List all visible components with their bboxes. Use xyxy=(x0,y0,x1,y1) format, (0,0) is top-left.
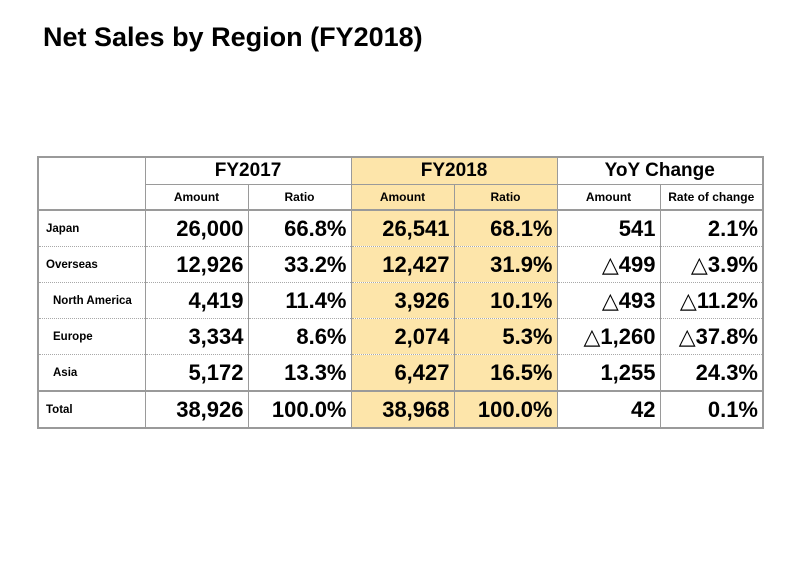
cell-fy2017-ratio: 66.8% xyxy=(247,210,352,247)
row-label: Total xyxy=(37,390,146,428)
cell-fy2018-ratio: 68.1% xyxy=(453,210,558,247)
cell-fy2017-ratio: 8.6% xyxy=(247,318,352,355)
cell-fy2017-ratio: 11.4% xyxy=(247,282,352,319)
table-row-north-america: North America 4,419 11.4% 3,926 10.1% △4… xyxy=(37,282,764,319)
cell-yoy-amount: △493 xyxy=(556,282,661,319)
col-header-fy2017-ratio: Ratio xyxy=(247,184,352,211)
cell-fy2017-amount: 3,334 xyxy=(144,318,249,355)
cell-yoy-rate: 24.3% xyxy=(659,354,764,391)
row-label: Japan xyxy=(37,210,146,247)
cell-fy2018-amount: 6,427 xyxy=(350,354,455,391)
cell-yoy-rate: 0.1% xyxy=(659,390,764,428)
group-header-yoy: YoY Change xyxy=(556,157,764,185)
row-label: Overseas xyxy=(37,246,146,283)
col-header-fy2017-amount: Amount xyxy=(144,184,249,211)
cell-fy2017-amount: 4,419 xyxy=(144,282,249,319)
cell-yoy-rate: 2.1% xyxy=(659,210,764,247)
table-row-europe: Europe 3,334 8.6% 2,074 5.3% △1,260 △37.… xyxy=(37,318,764,355)
col-header-yoy-rate: Rate of change xyxy=(659,184,764,211)
cell-fy2018-amount: 38,968 xyxy=(350,390,455,428)
cell-yoy-rate: △11.2% xyxy=(659,282,764,319)
cell-fy2018-amount: 12,427 xyxy=(350,246,455,283)
cell-fy2018-ratio: 10.1% xyxy=(453,282,558,319)
table-row-asia: Asia 5,172 13.3% 6,427 16.5% 1,255 24.3% xyxy=(37,354,764,391)
cell-yoy-rate: △3.9% xyxy=(659,246,764,283)
cell-fy2017-ratio: 13.3% xyxy=(247,354,352,391)
col-header-yoy-amount: Amount xyxy=(556,184,661,211)
col-header-fy2018-ratio: Ratio xyxy=(453,184,558,211)
header-row-columns: Amount Ratio Amount Ratio Amount Rate of… xyxy=(38,184,764,211)
row-label: Asia xyxy=(37,354,146,391)
cell-fy2018-amount: 26,541 xyxy=(350,210,455,247)
cell-fy2017-amount: 12,926 xyxy=(144,246,249,283)
cell-yoy-rate: △37.8% xyxy=(659,318,764,355)
sales-table: FY2017 FY2018 YoY Change Amount Ratio Am… xyxy=(37,156,764,429)
cell-fy2018-ratio: 5.3% xyxy=(453,318,558,355)
cell-yoy-amount: 42 xyxy=(556,390,661,428)
cell-fy2017-ratio: 33.2% xyxy=(247,246,352,283)
table-row-total: Total 38,926 100.0% 38,968 100.0% 42 0.1… xyxy=(37,390,764,428)
cell-fy2018-amount: 2,074 xyxy=(350,318,455,355)
col-header-fy2018-amount: Amount xyxy=(350,184,455,211)
cell-yoy-amount: 541 xyxy=(556,210,661,247)
cell-yoy-amount: △1,260 xyxy=(556,318,661,355)
row-label: North America xyxy=(37,282,146,319)
row-label: Europe xyxy=(37,318,146,355)
group-header-fy2018: FY2018 xyxy=(350,157,558,185)
table-row-japan: Japan 26,000 66.8% 26,541 68.1% 541 2.1% xyxy=(37,210,764,247)
cell-fy2018-ratio: 31.9% xyxy=(453,246,558,283)
cell-fy2017-ratio: 100.0% xyxy=(247,390,352,428)
cell-fy2017-amount: 38,926 xyxy=(144,390,249,428)
corner-cell xyxy=(37,157,146,211)
cell-fy2018-ratio: 100.0% xyxy=(453,390,558,428)
cell-fy2017-amount: 26,000 xyxy=(144,210,249,247)
cell-fy2017-amount: 5,172 xyxy=(144,354,249,391)
cell-yoy-amount: △499 xyxy=(556,246,661,283)
page-title: Net Sales by Region (FY2018) xyxy=(43,22,423,52)
cell-fy2018-amount: 3,926 xyxy=(350,282,455,319)
group-header-fy2017: FY2017 xyxy=(144,157,352,185)
cell-fy2018-ratio: 16.5% xyxy=(453,354,558,391)
header-row-groups: FY2017 FY2018 YoY Change xyxy=(37,157,764,211)
cell-yoy-amount: 1,255 xyxy=(556,354,661,391)
table-row-overseas: Overseas 12,926 33.2% 12,427 31.9% △499 … xyxy=(37,246,764,283)
